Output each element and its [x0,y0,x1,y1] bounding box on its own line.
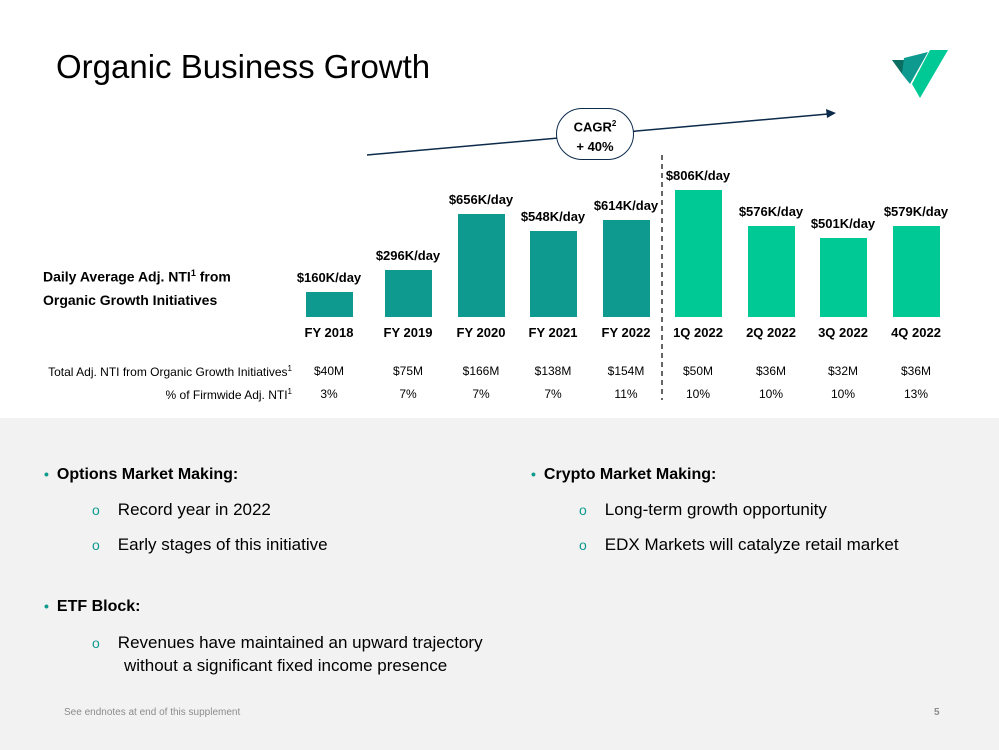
ylabel-line1: Daily Average Adj. NTI [43,268,191,285]
cagr-sup: 2 [611,119,617,128]
row2-cell: 13% [903,387,929,401]
row1-label-text: Total Adj. NTI from Organic Growth Initi… [48,365,288,379]
data-label: $576K/day [738,204,804,220]
footnote: See endnotes at end of this supplement [64,707,241,718]
bullet-title: ETF Block: [56,598,141,615]
row1-cell: $138M [534,364,572,378]
data-label: $806K/day [665,168,731,183]
row1-cell: $40M [313,364,345,378]
page-number: 5 [934,707,940,718]
bullet-dot-icon: • [44,466,49,482]
bullet-dot-icon: • [44,598,49,614]
row1-cell: $75M [392,364,424,378]
bar-3q-2022 [819,238,867,317]
cagr-label: CAGR [573,119,612,135]
x-tick-label: FY 2019 [383,325,433,340]
row1-cell: $32M [827,364,859,378]
bar-fy-2022 [602,220,650,317]
row1-cell: $36M [755,364,787,378]
row2-cell: 3% [320,387,338,401]
data-label: $656K/day [448,191,514,207]
data-label: $579K/day [883,203,949,219]
bullet-item: EDX Markets will catalyze retail market [604,535,899,554]
row1-cell: $36M [900,364,932,378]
x-tick-label: 2Q 2022 [746,325,796,340]
cagr-value: + 40% [576,139,614,155]
y-axis-label: Daily Average Adj. NTI1 from Organic Gro… [43,262,231,312]
data-label: $160K/day [296,269,362,285]
x-tick-label: FY 2018 [304,325,354,340]
row2-cell: 7% [544,387,562,401]
circle-bullet-icon: o [579,537,587,553]
data-label: $501K/day [810,216,876,232]
row2-label: % of Firmwide Adj. NTI1 [22,387,292,402]
row2-cell: 10% [758,387,784,401]
row1-label: Total Adj. NTI from Organic Growth Initi… [22,364,292,379]
bullet-options: • Options Market Making: o Record year in … [44,466,328,555]
row1-cell: $166M [462,364,500,378]
row2-cell: 7% [399,387,417,401]
page-title: Organic Business Growth [56,48,431,85]
circle-bullet-icon: o [92,537,100,553]
data-label: $548K/day [520,208,586,224]
bar-4q-2022 [892,225,940,317]
bullet-dot-icon: • [531,466,536,482]
circle-bullet-icon: o [579,502,587,518]
bar-fy-2021 [529,230,577,317]
bullet-item: Long-term growth opportunity [604,500,827,519]
bar-fy-2020 [457,213,505,317]
bullet-item: Revenues have maintained an upward traje… [117,633,483,652]
row2-cell: 11% [614,387,638,401]
bar-fy-2019 [384,270,432,317]
bullet-item: Record year in 2022 [117,500,271,519]
row2-cell: 10% [685,387,711,401]
x-tick-label: 4Q 2022 [891,325,941,340]
row2-sup: 1 [287,387,292,396]
ylabel-line2: Organic Growth Initiatives [43,291,218,308]
ylabel-sup: 1 [190,268,196,278]
bullet-title: Options Market Making: [56,466,239,483]
row1-cell: $154M [607,364,645,378]
bullet-etf: • ETF Block: o Revenues have maintained an… [44,598,483,676]
row2-cell: 10% [830,387,856,401]
x-tick-label: 3Q 2022 [818,325,868,340]
circle-bullet-icon: o [92,502,100,518]
x-tick-label: 1Q 2022 [673,325,723,340]
x-tick-label: FY 2020 [456,325,506,340]
bottom-panel [0,418,999,750]
bullet-item-continued: without a significant fixed income prese… [124,656,448,675]
circle-bullet-icon: o [92,635,100,651]
cagr-trend-arrow [366,109,836,400]
row1-sup: 1 [287,364,292,373]
row2-label-text: % of Firmwide Adj. NTI [165,388,288,402]
bullet-title: Crypto Market Making: [543,466,717,483]
bullet-item: Early stages of this initiative [117,535,328,554]
x-tick-label: FY 2021 [528,325,578,340]
row2-cell: 7% [472,387,490,401]
bullet-crypto: • Crypto Market Making: o Long-term growth… [531,466,899,555]
bar-1q-2022 [674,190,722,317]
cagr-badge: CAGR2 + 40% [556,108,634,160]
data-label: $296K/day [375,248,441,264]
bar-2q-2022 [747,226,795,317]
data-label: $614K/day [593,198,659,214]
virtu-logo-icon [892,50,948,98]
ylabel-from: from [195,268,231,285]
row1-cell: $50M [682,364,714,378]
x-tick-label: FY 2022 [601,325,651,340]
bar-fy-2018 [305,291,353,317]
